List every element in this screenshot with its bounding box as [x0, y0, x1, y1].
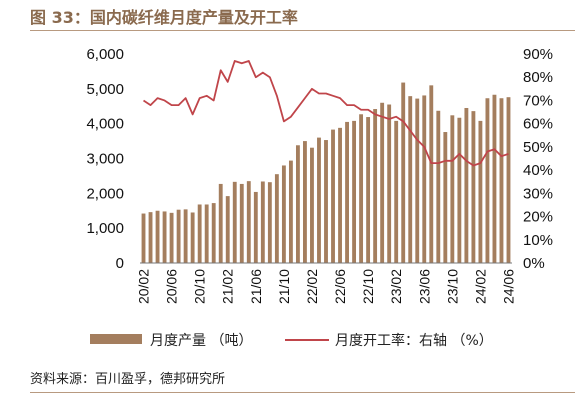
bar-2024-02	[478, 120, 483, 263]
bar-2023-01	[387, 104, 392, 263]
bar-2024-03	[485, 98, 490, 264]
right-axis: 0% 10% 20% 30% 40% 50% 60% 70% 80% 90%	[523, 46, 553, 272]
right-tick-label: 20%	[523, 209, 553, 226]
right-tick-label: 40%	[523, 162, 553, 179]
bar-2022-09	[359, 114, 364, 263]
right-tick-label: 0%	[523, 255, 545, 272]
right-tick-label: 80%	[523, 69, 553, 86]
bar-2024-04	[492, 94, 497, 263]
bar-2022-06	[338, 127, 342, 263]
right-tick-label: 30%	[523, 185, 553, 202]
bar-2023-07	[429, 85, 434, 263]
bar-2020-08	[183, 209, 188, 263]
bar-2021-12	[295, 145, 300, 263]
bar-2020-11	[204, 204, 209, 263]
x-tick-label: 24/02	[472, 269, 488, 304]
bar-2023-08	[436, 110, 441, 263]
left-tick-label: 1,000	[86, 220, 124, 237]
left-tick-label: 3,000	[86, 151, 124, 168]
bar-2022-08	[352, 120, 357, 263]
legend-swatch-production	[90, 334, 142, 344]
left-tick-label: 4,000	[86, 116, 124, 133]
x-tick-label: 23/02	[388, 269, 404, 304]
x-tick-label: 20/10	[192, 269, 208, 304]
footer-divider	[30, 392, 575, 393]
bar-2021-07	[260, 181, 265, 263]
right-tick-label: 50%	[523, 139, 553, 156]
bar-2022-02	[310, 147, 314, 263]
right-tick-label: 70%	[523, 92, 553, 109]
utilization-line	[143, 60, 509, 167]
right-tick-label: 10%	[523, 232, 553, 249]
bar-2021-10	[281, 165, 286, 263]
bar-2020-05	[162, 211, 167, 263]
x-axis: 20/02 20/06 20/10 21/02 21/06 21/10 22/02 22/06…	[136, 269, 517, 304]
bar-2020-04	[155, 210, 160, 263]
bar-2020-09	[190, 212, 195, 263]
left-tick-label: 6,000	[86, 46, 124, 63]
bar-2021-01	[218, 183, 223, 263]
left-tick-label: 5,000	[86, 81, 124, 98]
left-tick-label: 0	[116, 255, 124, 272]
bar-2022-05	[331, 129, 335, 263]
bar-2022-12	[380, 102, 385, 264]
bar-2021-03	[232, 181, 237, 263]
bar-2024-01	[471, 111, 476, 263]
bar-2020-10	[197, 204, 202, 263]
x-tick-label: 21/10	[276, 269, 292, 304]
legend-label-production: 月度产量 （吨）	[150, 333, 253, 349]
left-tick-label: 2,000	[86, 185, 124, 202]
bar-2021-04	[239, 183, 244, 263]
x-tick-label: 22/10	[360, 269, 376, 304]
x-tick-label: 23/06	[416, 269, 432, 304]
x-tick-label: 21/02	[220, 269, 236, 304]
bar-2024-05	[499, 98, 504, 264]
x-tick-label: 20/06	[164, 269, 180, 304]
bar-2023-11	[457, 117, 462, 263]
chart-canvas: 0 1,000 2,000 3,000 4,000 5,000 6,000 0% 10% 20%…	[86, 46, 553, 304]
line-series-utilization	[143, 60, 509, 167]
left-axis: 0 1,000 2,000 3,000 4,000 5,000 6,000	[86, 46, 124, 272]
bar-2024-06	[506, 97, 511, 263]
bar-2023-06	[422, 95, 427, 263]
x-tick-label: 22/06	[332, 269, 348, 304]
bar-2022-10	[366, 117, 371, 263]
right-tick-label: 60%	[523, 116, 553, 133]
bar-2020-07	[176, 209, 181, 263]
x-tick-label: 22/02	[304, 269, 320, 304]
bar-2022-11	[373, 109, 378, 263]
x-tick-label: 20/02	[136, 269, 152, 304]
chart-title: 图 33：国内碳纤维月度产量及开工率	[30, 8, 298, 27]
bar-2020-02	[141, 213, 146, 263]
bar-2021-09	[274, 174, 279, 263]
bar-2020-12	[211, 203, 216, 263]
bar-2023-04	[408, 96, 413, 264]
bar-2023-05	[415, 98, 420, 263]
bar-2023-10	[450, 115, 455, 263]
bar-2022-07	[345, 121, 349, 263]
bar-2020-03	[148, 212, 153, 263]
bar-2021-08	[267, 182, 272, 263]
x-tick-label: 21/06	[248, 269, 264, 304]
source-note: 资料来源：百川盈孚，德邦研究所	[30, 372, 226, 387]
bar-2022-04	[324, 140, 328, 263]
right-tick-label: 90%	[523, 46, 553, 63]
bar-2021-05	[246, 181, 251, 263]
bar-2023-03	[401, 82, 406, 263]
legend-label-utilization: 月度开工率：右轴 （%）	[335, 333, 493, 349]
bar-2022-03	[317, 137, 321, 263]
x-tick-label: 24/06	[500, 269, 516, 304]
bar-2021-06	[253, 191, 258, 263]
bar-2022-01	[303, 141, 307, 263]
legend-swatch-utilization	[285, 339, 329, 341]
bar-2023-12	[464, 107, 469, 264]
bar-series-production	[141, 82, 511, 264]
title-divider	[30, 30, 575, 31]
x-tick-label: 23/10	[444, 269, 460, 304]
bar-2020-06	[169, 212, 174, 263]
bar-2021-11	[288, 160, 293, 263]
bar-2023-02	[394, 120, 399, 263]
bar-2023-09	[443, 132, 448, 263]
bar-2021-02	[225, 196, 230, 263]
